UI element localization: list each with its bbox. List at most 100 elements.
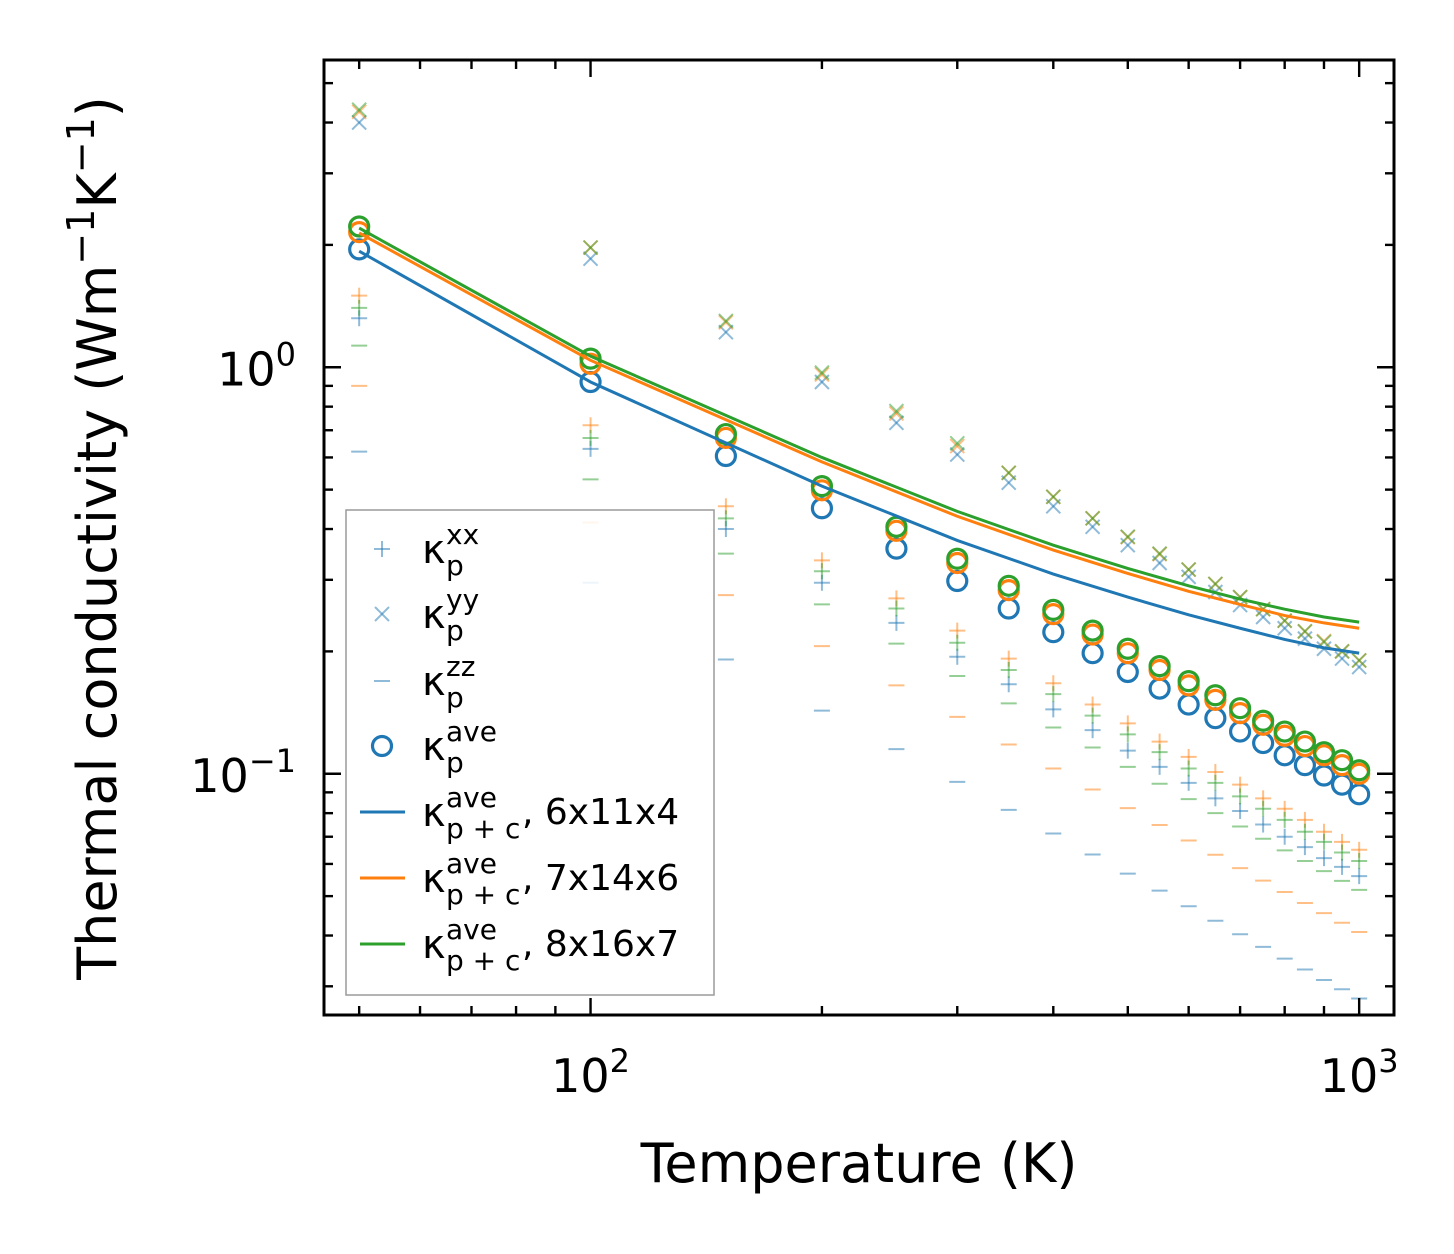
point-ave-6x11x4-200 — [810, 497, 834, 520]
markers-layer — [348, 102, 1371, 1000]
legend-entry-3: κ zzp — [374, 650, 475, 714]
series-xx-6x11x4 — [351, 310, 1368, 885]
point-xx-6x11x4-800 — [1276, 828, 1293, 845]
x-tick-label-exp: 3 — [1378, 1042, 1398, 1080]
legend-entry-1: κ xxp — [374, 518, 479, 582]
point-yy-8x16x7-350 — [1001, 465, 1017, 481]
point-yy-6x11x4-100 — [582, 250, 599, 267]
point-xx-8x16x7-50 — [351, 299, 368, 316]
point-yy-7x14x6-50-b — [351, 104, 367, 120]
point-yy-7x14x6-50 — [351, 104, 367, 120]
point-ave-6x11x4-350 — [997, 597, 1020, 620]
point-yy-8x16x7-250 — [888, 403, 905, 419]
point-ave-8x16x7-1000 — [1348, 759, 1371, 782]
legend-handle-plus — [374, 541, 390, 557]
point-yy-8x16x7-350-b — [1001, 465, 1017, 481]
point-xx-6x11x4-400 — [1045, 701, 1062, 718]
point-xx-8x16x7-1000 — [1351, 853, 1368, 870]
y-tick-label-1: 100 — [217, 335, 296, 396]
point-yy-8x16x7-150-b — [718, 313, 734, 329]
point-xx-6x11x4-950 — [1334, 858, 1351, 875]
point-yy-8x16x7-250-b — [888, 403, 905, 419]
point-yy-6x11x4-100-b — [582, 250, 599, 267]
point-xx-8x16x7-700 — [1232, 788, 1249, 805]
point-yy-6x11x4-1000-b — [1351, 659, 1367, 675]
legend-label-sup: ave — [446, 715, 497, 748]
point-xx-6x11x4-850 — [1296, 839, 1313, 856]
point-ave-8x16x7-900 — [1312, 741, 1336, 764]
point-ave-8x16x7-300 — [946, 547, 969, 570]
point-ave-6x11x4-150 — [714, 444, 737, 468]
point-yy-8x16x7-450-b — [1084, 510, 1101, 527]
point-yy-8x16x7-500 — [1120, 528, 1136, 545]
series-ave-8x16x7 — [348, 215, 1371, 782]
line-8x16x7 — [358, 226, 1360, 624]
point-yy-8x16x7-650-b — [1207, 576, 1224, 592]
line-7x14x6 — [358, 231, 1360, 630]
point-ave-6x11x4-50 — [348, 238, 371, 261]
point-yy-8x16x7-200 — [814, 364, 830, 381]
point-xx-8x16x7-550 — [1151, 744, 1168, 761]
point-ave-6x11x4-300 — [946, 569, 969, 593]
point-xx-8x16x7-750 — [1255, 800, 1272, 817]
y-tick-label-base: 10 — [217, 342, 276, 396]
legend-label-base: κ — [422, 790, 446, 836]
point-ave-6x11x4-900 — [1312, 764, 1336, 787]
point-xx-6x11x4-650 — [1207, 790, 1224, 807]
point-ave-6x11x4-1000 — [1348, 783, 1371, 806]
point-yy-8x16x7-450 — [1084, 510, 1101, 527]
point-xx-8x16x7-950 — [1334, 844, 1351, 861]
point-ave-8x16x7-350 — [997, 574, 1020, 597]
point-xx-6x11x4-900 — [1315, 850, 1332, 867]
y-axis-label-mid: K — [66, 172, 129, 209]
point-yy-8x16x7-100 — [582, 239, 599, 256]
point-ave-6x11x4-250 — [885, 537, 908, 560]
point-xx-6x11x4-750 — [1255, 816, 1272, 833]
point-yy-8x16x7-300-b — [949, 435, 965, 452]
y-tick-label-exp: −1 — [249, 742, 296, 780]
point-yy-8x16x7-150 — [718, 313, 734, 329]
legend-label-sup: ave — [446, 781, 497, 814]
fit-lines-layer — [358, 226, 1360, 655]
point-xx-8x16x7-250 — [888, 600, 905, 617]
y-axis-label-end: ) — [66, 96, 129, 117]
point-yy-8x16x7-600 — [1180, 561, 1197, 578]
legend-label-base: κ — [422, 592, 446, 638]
point-yy-6x11x4-950-b — [1334, 650, 1350, 667]
plot-frame — [322, 58, 1396, 1017]
point-xx-8x16x7-400 — [1045, 686, 1062, 703]
point-yy-8x16x7-400-b — [1045, 489, 1062, 505]
x-tick-label-base: 10 — [551, 1049, 610, 1103]
legend-label-base: κ — [422, 724, 446, 770]
point-xx-8x16x7-600 — [1180, 760, 1197, 777]
point-yy-8x16x7-50-b — [351, 102, 367, 118]
legend-label-sub: p — [446, 614, 464, 647]
point-yy-8x16x7-500-b — [1120, 528, 1136, 545]
point-xx-8x16x7-100 — [582, 429, 599, 446]
legend-label-sub: p + c — [446, 812, 520, 845]
y-tick-label-exp: 0 — [276, 335, 296, 373]
point-yy-7x14x6-300 — [949, 438, 965, 454]
point-xx-6x11x4-350 — [1000, 676, 1017, 693]
point-ave-6x11x4-400 — [1042, 621, 1065, 644]
point-yy-8x16x7-1000-b — [1351, 652, 1367, 669]
point-yy-7x14x6-200 — [814, 366, 830, 383]
point-yy-6x11x4-800 — [1276, 620, 1293, 636]
point-xx-8x16x7-500 — [1119, 726, 1136, 743]
legend-label-sub: p — [446, 549, 464, 582]
point-ave-8x16x7-600 — [1177, 670, 1200, 693]
series-xx-8x16x7 — [351, 299, 1368, 870]
point-ave-6x11x4-450 — [1081, 642, 1104, 665]
legend-label-sup: ave — [446, 913, 497, 946]
point-xx-8x16x7-900 — [1315, 833, 1332, 850]
point-yy-7x14x6-250 — [888, 405, 905, 422]
line-6x11x4 — [358, 249, 1360, 655]
point-ave-8x16x7-200 — [810, 475, 834, 498]
point-xx-8x16x7-450 — [1084, 707, 1101, 724]
legend-handle-circle — [370, 734, 394, 758]
legend-label-base: κ — [422, 922, 446, 968]
